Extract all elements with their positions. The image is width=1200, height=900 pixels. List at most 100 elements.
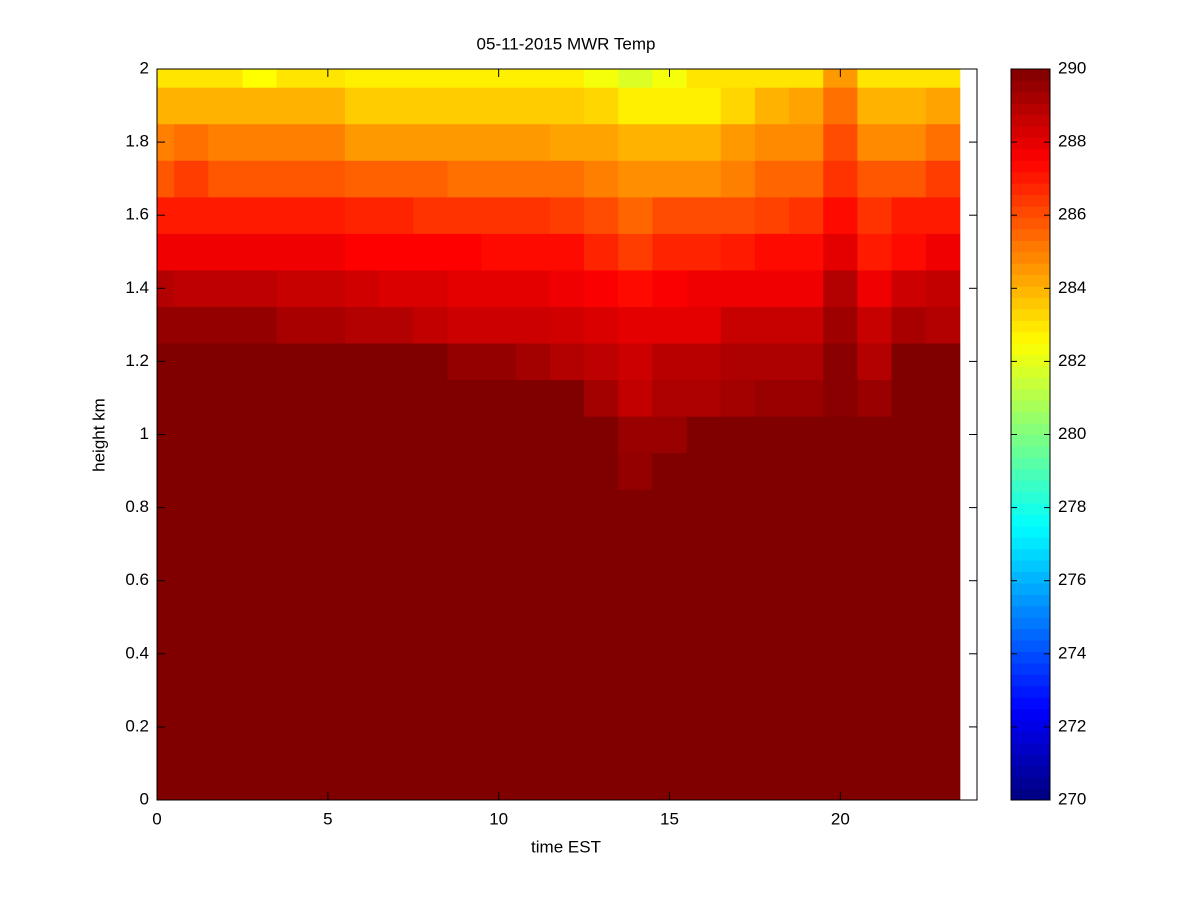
heat-cell bbox=[686, 672, 722, 710]
heat-cell bbox=[584, 781, 619, 801]
heat-cell bbox=[157, 87, 175, 125]
heat-cell bbox=[208, 489, 243, 527]
heat-cell bbox=[925, 87, 961, 125]
colorbar-swatch bbox=[1011, 228, 1050, 241]
heat-cell bbox=[584, 379, 619, 417]
heat-cell bbox=[652, 69, 687, 88]
heat-cell bbox=[515, 598, 551, 636]
colorbar-swatch bbox=[1011, 434, 1050, 447]
heat-cell bbox=[447, 270, 482, 307]
heat-cell bbox=[447, 489, 482, 527]
heat-cell bbox=[789, 270, 824, 307]
heat-cell bbox=[584, 160, 619, 198]
colorbar-swatch bbox=[1011, 194, 1050, 207]
heat-cell bbox=[515, 708, 551, 746]
heat-cell bbox=[413, 745, 448, 783]
y-tick-label: 1.4 bbox=[125, 278, 149, 297]
heat-cell bbox=[754, 123, 790, 161]
heat-cell bbox=[686, 525, 722, 563]
heat-cell bbox=[549, 781, 585, 801]
heat-cell bbox=[549, 160, 585, 198]
heat-cell bbox=[891, 635, 927, 673]
y-tick-label: 1.6 bbox=[125, 205, 149, 224]
heat-cell bbox=[481, 452, 517, 490]
heat-cell bbox=[925, 635, 961, 673]
colorbar-swatch bbox=[1011, 742, 1050, 755]
colorbar-swatch bbox=[1011, 617, 1050, 630]
heat-cell bbox=[823, 270, 858, 307]
heat-cell bbox=[618, 69, 653, 88]
heat-cell bbox=[720, 379, 756, 417]
heat-cell bbox=[157, 745, 175, 783]
heat-cell bbox=[447, 672, 482, 710]
heat-cell bbox=[584, 123, 619, 161]
y-tick-label: 0 bbox=[140, 789, 149, 808]
colorbar-swatch bbox=[1011, 114, 1050, 127]
heat-cell bbox=[379, 489, 414, 527]
heat-cell bbox=[515, 745, 551, 783]
heat-cell bbox=[276, 452, 312, 490]
heat-cell bbox=[174, 672, 209, 710]
heat-cell bbox=[652, 672, 687, 710]
heat-cell bbox=[379, 525, 414, 563]
heat-cell bbox=[413, 306, 448, 344]
heat-cell bbox=[549, 489, 585, 527]
colorbar-swatch bbox=[1011, 571, 1050, 584]
colorbar-swatch bbox=[1011, 605, 1050, 618]
heat-cell bbox=[891, 745, 927, 783]
heat-cell bbox=[754, 598, 790, 636]
heat-cell bbox=[174, 635, 209, 673]
heat-cell bbox=[754, 672, 790, 710]
heat-cell bbox=[276, 745, 312, 783]
heat-cell bbox=[447, 87, 482, 125]
heat-cell bbox=[720, 343, 756, 381]
heat-cell bbox=[584, 598, 619, 636]
heat-cell bbox=[157, 489, 175, 527]
heat-cell bbox=[481, 270, 517, 307]
heat-cell bbox=[754, 562, 790, 600]
heat-cell bbox=[481, 708, 517, 746]
heat-cell bbox=[891, 379, 927, 417]
heat-cell bbox=[344, 708, 380, 746]
colorbar-swatch bbox=[1011, 91, 1050, 104]
heat-cell bbox=[310, 233, 346, 271]
colorbar-swatch bbox=[1011, 788, 1050, 801]
heat-cell bbox=[549, 87, 585, 125]
heat-cell bbox=[549, 69, 585, 88]
heat-cell bbox=[754, 343, 790, 381]
heat-cell bbox=[891, 306, 927, 344]
heat-cell bbox=[242, 69, 277, 88]
heat-cell bbox=[208, 781, 243, 801]
heat-cell bbox=[242, 416, 277, 454]
heat-cell bbox=[720, 87, 756, 125]
colorbar-tick-label: 276 bbox=[1058, 570, 1086, 589]
heat-cell bbox=[242, 745, 277, 783]
heat-cell bbox=[344, 489, 380, 527]
heat-cell bbox=[515, 306, 551, 344]
heat-cell bbox=[925, 69, 961, 88]
colorbar-swatch bbox=[1011, 628, 1050, 641]
heat-cell bbox=[549, 708, 585, 746]
heat-cell bbox=[857, 379, 892, 417]
heat-cell bbox=[652, 416, 687, 454]
heat-cell bbox=[584, 306, 619, 344]
heat-cell bbox=[891, 270, 927, 307]
heat-cell bbox=[925, 123, 961, 161]
heat-cell bbox=[276, 635, 312, 673]
heat-cell bbox=[754, 745, 790, 783]
heat-cell bbox=[174, 196, 209, 234]
heat-cell bbox=[549, 379, 585, 417]
heat-cell bbox=[549, 525, 585, 563]
heat-cell bbox=[208, 672, 243, 710]
heat-cell bbox=[174, 160, 209, 198]
heat-cell bbox=[789, 781, 824, 801]
heat-cell bbox=[276, 343, 312, 381]
heat-cell bbox=[481, 598, 517, 636]
heat-cell bbox=[686, 233, 722, 271]
heat-cell bbox=[789, 598, 824, 636]
heat-cell bbox=[549, 196, 585, 234]
heat-cell bbox=[686, 708, 722, 746]
heat-cell bbox=[208, 416, 243, 454]
heat-cell bbox=[686, 452, 722, 490]
